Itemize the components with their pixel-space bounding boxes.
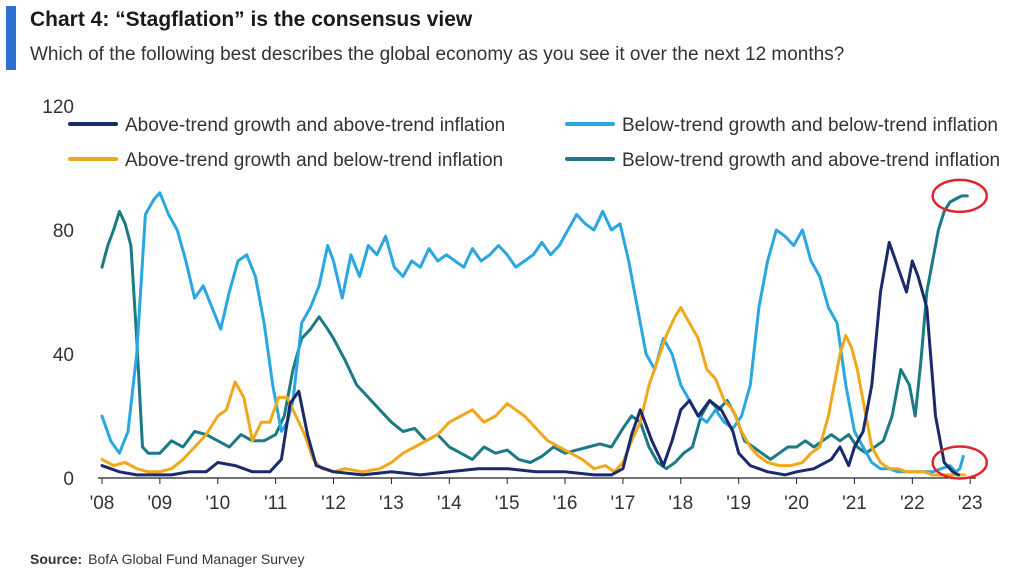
x-tick-label: '21 [842,493,867,514]
x-tick-label: '09 [147,493,172,514]
x-tick-label: '20 [784,493,809,514]
x-tick-label: '19 [726,493,751,514]
chart-area: 0 40 80 120 '08 '09 '10 '11 '12 '13 '14 '15 '16 '17 '1… [0,90,1024,530]
y-tick-label: 40 [53,345,74,366]
chart-subtitle: Which of the following best describes th… [30,44,845,65]
series-line [100,194,969,471]
y-tick-label: 80 [53,221,74,242]
series-line [100,306,966,477]
x-tick-label: '15 [495,493,520,514]
legend-label: Above-trend growth and below-trend infla… [125,150,503,171]
legend-label: Below-trend growth and above-trend infla… [622,150,1000,171]
source-label: Source: [30,551,83,567]
x-tick-label: '23 [958,493,983,514]
title-accent-bar [6,6,16,70]
chart-title: Chart 4: “Stagflation” is the consensus … [30,8,473,31]
y-tick-label: 120 [42,97,74,118]
legend-label: Above-trend growth and above-trend infla… [125,115,505,136]
highlight-circle [931,445,988,480]
x-tick-label: '16 [553,493,578,514]
x-tick-label: '18 [668,493,693,514]
source-text: BofA Global Fund Manager Survey [88,551,305,567]
highlight-circle [931,178,988,214]
source-note: Source: BofA Global Fund Manager Survey [30,551,304,567]
x-tick-label: '13 [379,493,404,514]
x-tick-label: '12 [321,493,346,514]
y-tick-label: 0 [63,469,74,490]
line-chart: 0 40 80 120 '08 '09 '10 '11 '12 '13 '14 '15 '16 '17 '1… [42,97,1000,514]
series-line [100,191,965,474]
x-tick-label: '14 [437,493,462,514]
x-tick-label: '22 [900,493,925,514]
legend-label: Below-trend growth and below-trend infla… [622,115,998,136]
x-tick-label: '11 [264,493,287,514]
x-tick-label: '08 [90,493,115,514]
x-tick-label: '10 [205,493,230,514]
series-line [100,240,961,477]
x-tick-label: '17 [611,493,636,514]
